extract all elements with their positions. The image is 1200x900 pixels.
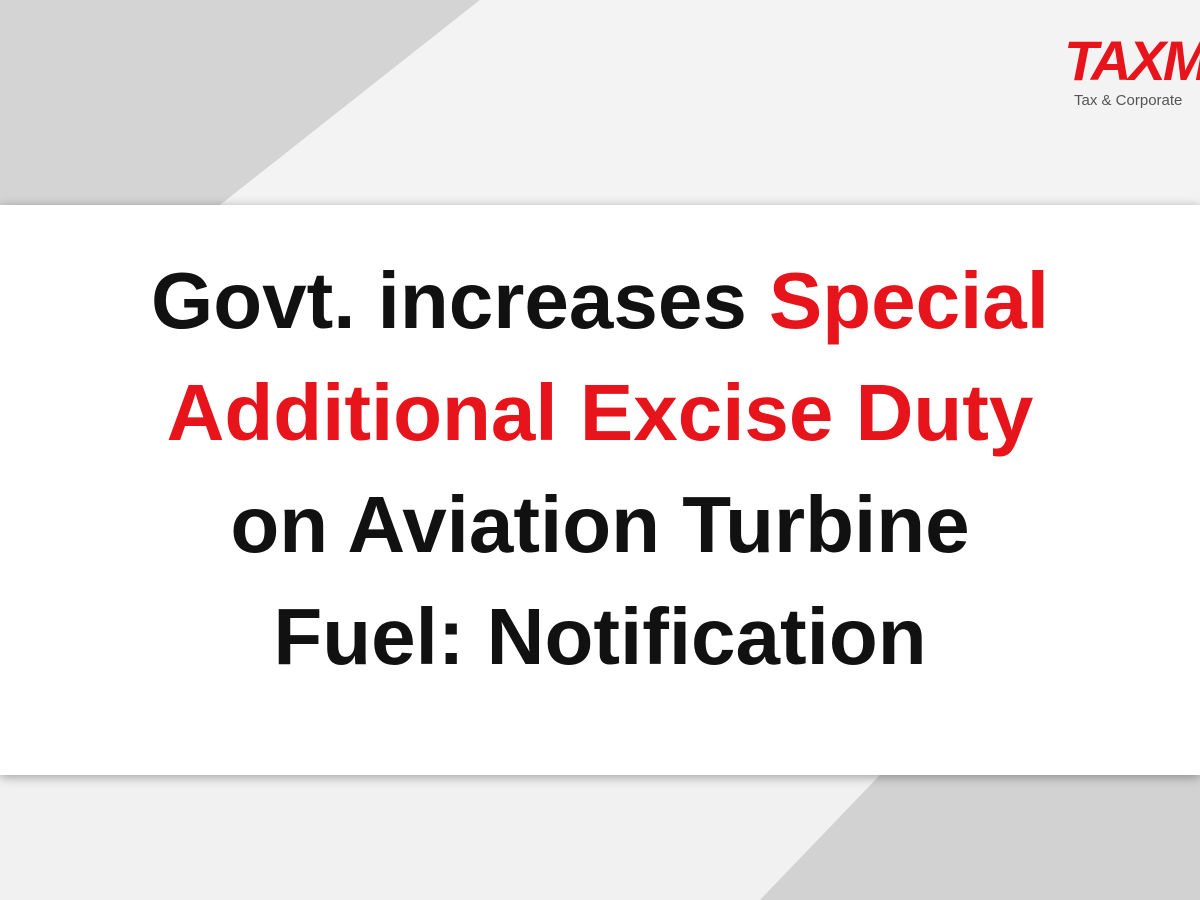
headline-text: on Aviation Turbine xyxy=(230,480,970,569)
headline-text: Additional Excise Duty xyxy=(166,368,1034,457)
headline-line: Govt. increases Special xyxy=(0,245,1200,357)
logo-name: TAXM xyxy=(1064,29,1200,92)
headline-line: Fuel: Notification xyxy=(0,581,1200,693)
headline-line: on Aviation Turbine xyxy=(0,469,1200,581)
headline-text: Special xyxy=(768,256,1049,345)
headline-text: Govt. increases xyxy=(150,256,747,345)
logo-tagline: Tax & Corporate xyxy=(1074,92,1183,109)
headline: Govt. increases Special Additional Excise … xyxy=(0,245,1200,693)
title-band xyxy=(0,205,1200,775)
headline-line: Additional Excise Duty xyxy=(0,357,1200,469)
headline-text: Fuel: Notification xyxy=(273,592,927,681)
